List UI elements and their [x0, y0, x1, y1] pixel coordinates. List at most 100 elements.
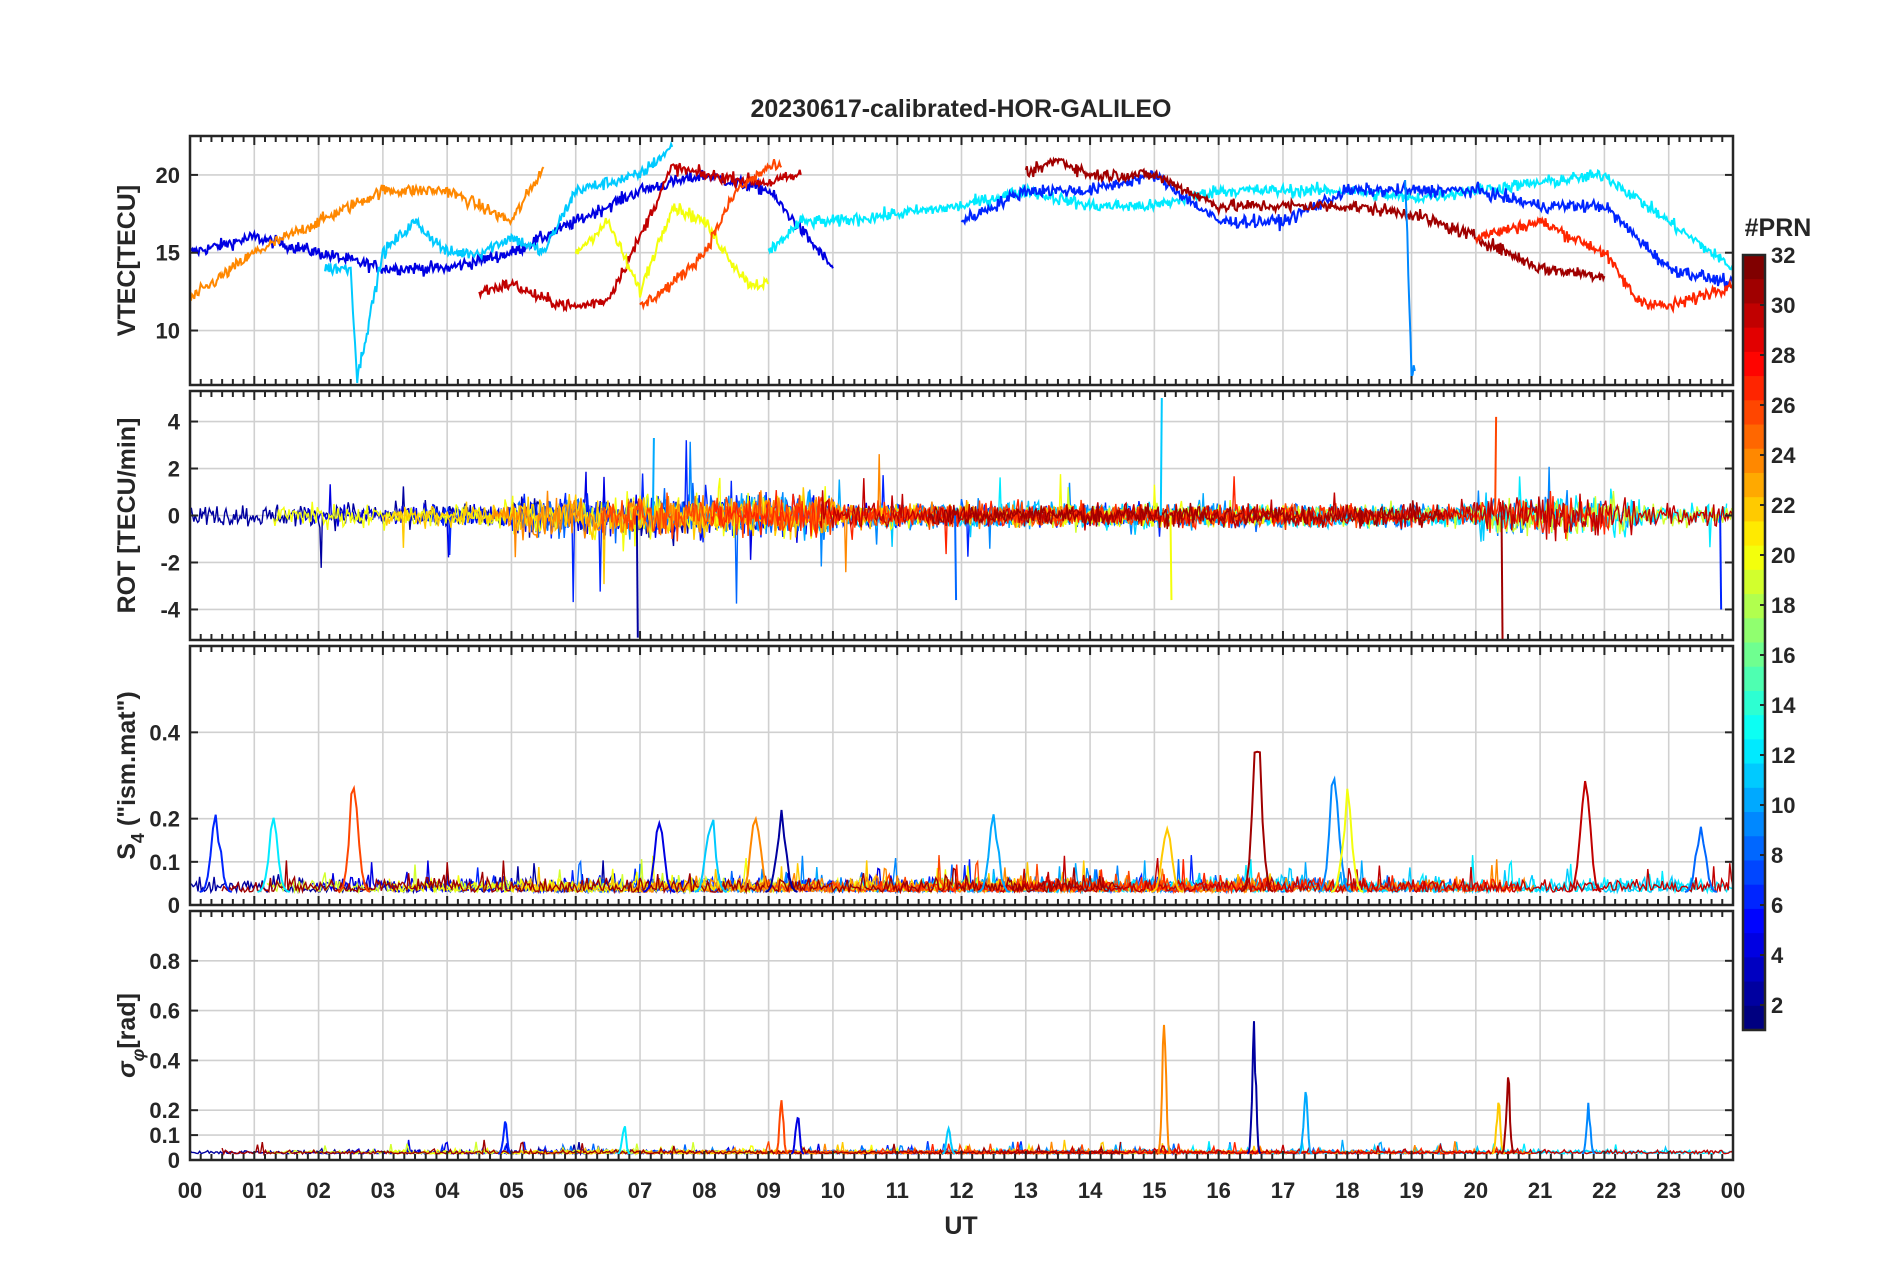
rot-spike	[651, 437, 655, 516]
colorbar-frame	[1741, 253, 1767, 1032]
vtec-series-prn-27	[1474, 215, 1733, 314]
y-axis-label: ROT [TECU/min]	[113, 418, 141, 614]
colorbar-segment	[1743, 957, 1765, 983]
y-tick-label: 0	[168, 1148, 180, 1173]
prn-colorbar: #PRN 32 30 28 26 24 22 20 18 16 14 12 10 8 6 4 2	[1741, 214, 1812, 1032]
colorbar-tick-label: 30	[1771, 293, 1795, 318]
colorbar-tick-label: 8	[1771, 843, 1783, 868]
colorbar-segment	[1743, 497, 1765, 522]
colorbar-tick-label: 24	[1771, 443, 1796, 468]
peak-mark	[774, 1100, 789, 1155]
peak-mark	[694, 819, 728, 893]
y-axis-label: S4 ("ism.mat")	[113, 691, 148, 860]
y-tick-label: -2	[160, 550, 180, 575]
peak-mark	[1298, 1091, 1313, 1155]
y-tick-label: 20	[156, 163, 180, 188]
colorbar-tick-label: 26	[1771, 393, 1795, 418]
y-tick-label: 4	[168, 410, 181, 435]
series-prn-30	[999, 1142, 1733, 1156]
x-tick-label: 02	[306, 1178, 330, 1203]
rot-spike	[1159, 398, 1163, 516]
colorbar-segment	[1743, 908, 1765, 934]
peak-mark	[977, 814, 1010, 893]
peak-mark	[257, 817, 290, 893]
x-tick-label: 09	[756, 1178, 780, 1203]
x-tick-label: 16	[1206, 1178, 1230, 1203]
x-tick-label: 19	[1399, 1178, 1423, 1203]
colorbar-segment	[1743, 618, 1765, 643]
x-tick-label: 20	[1464, 1178, 1488, 1203]
x-tick-label: 05	[499, 1178, 523, 1203]
sigma-phi-panel: 00.10.2 0.4 0.6 0.8σφ[rad]	[113, 909, 1735, 1173]
colorbar-tick-label: 12	[1771, 743, 1795, 768]
colorbar-segment	[1743, 448, 1765, 474]
colorbar-tick-label: 16	[1771, 643, 1795, 668]
colorbar-tick-label: 4	[1771, 943, 1784, 968]
peak-mark	[1156, 1024, 1172, 1154]
colorbar-segment	[1743, 836, 1765, 861]
x-tick-label: 21	[1528, 1178, 1552, 1203]
colorbar-segment	[1743, 933, 1765, 958]
rot-spike	[954, 515, 958, 601]
peak-mark	[199, 814, 233, 893]
x-tick-label: 12	[949, 1178, 973, 1203]
x-tick-label: 04	[435, 1178, 460, 1203]
colorbar-label: #PRN	[1745, 214, 1812, 242]
x-tick-label: 01	[242, 1178, 266, 1203]
colorbar-segment	[1743, 642, 1765, 668]
vtec-series-prn-12	[767, 168, 1733, 271]
colorbar-segment	[1743, 594, 1765, 619]
y-tick-label: -4	[160, 597, 180, 622]
y-axis-label: σφ[rad]	[113, 993, 148, 1078]
peak-mark	[617, 1125, 631, 1155]
vtec-series-prn-11	[324, 140, 674, 384]
series-prn-31	[221, 1139, 1122, 1157]
y-tick-label: 0.4	[149, 720, 180, 745]
peak-mark	[941, 1124, 956, 1155]
vtec-series-prn-31	[1024, 156, 1606, 284]
x-tick-label: 13	[1014, 1178, 1038, 1203]
colorbar-segment	[1743, 569, 1765, 595]
colorbar-segment	[1743, 666, 1765, 692]
x-tick-label: 18	[1335, 1178, 1359, 1203]
peak-mark	[1317, 775, 1351, 893]
x-tick-label: 10	[821, 1178, 845, 1203]
colorbar-segment	[1743, 303, 1765, 329]
vtec-series-prn-20	[574, 203, 770, 298]
y-tick-label: 0.2	[149, 1098, 180, 1123]
y-tick-label: 0	[168, 893, 180, 918]
peak-mark	[765, 809, 798, 893]
peak-mark	[1150, 825, 1184, 893]
peak-mark	[1500, 1077, 1516, 1155]
colorbar-segment	[1743, 715, 1765, 740]
peak-mark	[1684, 826, 1718, 893]
colorbar-tick-label: 2	[1771, 993, 1783, 1018]
y-tick-label: 0.2	[149, 807, 180, 832]
peak-mark	[498, 1121, 512, 1155]
peak-mark	[739, 815, 773, 893]
peak-mark	[1330, 788, 1364, 893]
colorbar-tick-label: 18	[1771, 593, 1795, 618]
vtec-panel: 10 15 20 VTEC[TECU]	[113, 134, 1735, 387]
peak-mark	[790, 1116, 805, 1155]
colorbar-segment	[1743, 472, 1765, 498]
colorbar-segment	[1743, 763, 1765, 789]
x-tick-label: 17	[1271, 1178, 1295, 1203]
colorbar-segment	[1743, 521, 1765, 547]
y-tick-label: 15	[156, 241, 180, 266]
x-tick-label: 06	[564, 1178, 588, 1203]
colorbar-tick-label: 14	[1771, 693, 1796, 718]
colorbar-segment	[1743, 255, 1765, 280]
vtec-series-prn-26	[639, 158, 783, 311]
y-tick-label: 0.6	[149, 999, 180, 1024]
colorbar-tick-label: 10	[1771, 793, 1795, 818]
x-tick-label: 08	[692, 1178, 716, 1203]
colorbar-tick-label: 6	[1771, 893, 1783, 918]
x-tick-label: 22	[1592, 1178, 1616, 1203]
y-tick-label: 10	[156, 319, 180, 344]
x-tick-label: 00	[178, 1178, 202, 1203]
colorbar-tick-label: 20	[1771, 543, 1795, 568]
peak-mark	[1240, 750, 1274, 893]
colorbar-segment	[1743, 424, 1765, 450]
